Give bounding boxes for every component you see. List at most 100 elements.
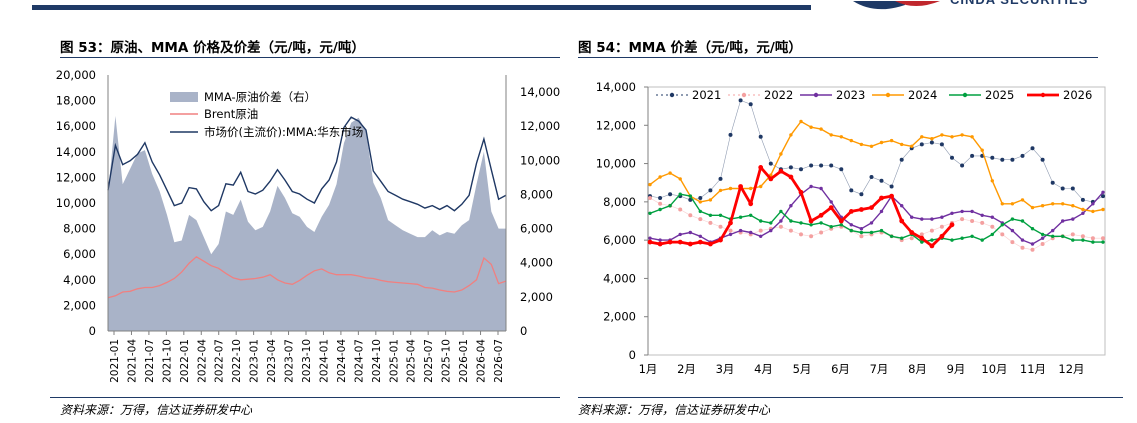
x-tick-label: 7月 xyxy=(870,362,889,376)
series-point-2024 xyxy=(829,133,833,137)
series-point-2026 xyxy=(909,230,915,235)
series-point-2024 xyxy=(648,182,652,187)
series-point-2021 xyxy=(1030,146,1035,151)
series-point-2025 xyxy=(648,211,652,215)
series-point-2023 xyxy=(1091,202,1095,206)
x-tick-label: 10月 xyxy=(981,362,1007,376)
series-point-2021 xyxy=(919,142,924,147)
series-point-2024 xyxy=(960,133,964,137)
series-point-2025 xyxy=(819,221,823,225)
series-point-2026 xyxy=(889,193,894,199)
series-point-2025 xyxy=(839,223,843,227)
series-point-2025 xyxy=(829,225,833,229)
series-point-2022 xyxy=(909,236,914,241)
series-point-2026 xyxy=(869,205,874,211)
series-point-2025 xyxy=(1030,227,1035,231)
series-point-2023 xyxy=(920,217,924,221)
series-point-2022 xyxy=(718,224,723,229)
series-line-2022 xyxy=(649,197,1103,251)
left-y-tick-label: 0 xyxy=(89,324,96,338)
series-point-2023 xyxy=(1071,217,1075,221)
series-point-2026 xyxy=(949,222,955,228)
series-point-2023 xyxy=(900,204,904,208)
series-point-2025 xyxy=(759,219,763,223)
series-point-2025 xyxy=(1071,238,1075,242)
right-y-tick-label: 6,000 xyxy=(520,222,553,236)
series-point-2025 xyxy=(930,238,934,242)
x-tick-label: 2022-10 xyxy=(231,339,243,383)
x-tick-label: 2025-07 xyxy=(423,339,435,383)
series-point-2026 xyxy=(818,212,824,218)
series-point-2023 xyxy=(950,211,954,215)
series-point-2025 xyxy=(668,204,672,208)
series-point-2024 xyxy=(799,119,803,124)
series-point-2024 xyxy=(728,186,733,191)
legend-label-spread: MMA-原油价差（右） xyxy=(204,90,316,104)
legend-label-2025: 2025 xyxy=(985,88,1014,102)
series-point-2022 xyxy=(728,228,733,233)
series-point-2021 xyxy=(748,102,753,107)
x-tick-label: 2021-07 xyxy=(144,339,156,383)
series-point-2022 xyxy=(919,232,924,237)
series-point-2023 xyxy=(960,209,964,214)
legend-swatch-spread xyxy=(170,92,198,102)
left-y-tick-label: 16,000 xyxy=(56,119,96,133)
series-point-2021 xyxy=(1010,157,1015,162)
series-point-2024 xyxy=(849,138,853,143)
series-point-2021 xyxy=(768,161,773,166)
series-point-2021 xyxy=(658,196,663,200)
series-point-2022 xyxy=(688,213,693,218)
series-point-2025 xyxy=(990,232,994,237)
right-y-tick-label: 0 xyxy=(520,324,527,338)
left-y-tick-label: 4,000 xyxy=(63,273,96,287)
x-tick-label: 2025-10 xyxy=(441,339,453,383)
series-point-2021 xyxy=(1040,157,1045,162)
series-point-2023 xyxy=(829,200,833,204)
series-point-2023 xyxy=(809,184,813,189)
series-point-2024 xyxy=(920,135,924,139)
series-point-2025 xyxy=(879,228,884,233)
x-tick-label: 2023-01 xyxy=(249,339,261,383)
right-source-rule xyxy=(578,397,1123,398)
series-point-2026 xyxy=(768,176,774,182)
y-tick-label: 0 xyxy=(629,348,636,362)
series-point-2021 xyxy=(1101,194,1105,199)
series-point-2023 xyxy=(940,215,944,219)
series-point-2022 xyxy=(819,230,824,235)
series-point-2025 xyxy=(970,234,974,238)
header-bar xyxy=(32,5,811,10)
series-point-2026 xyxy=(697,239,703,245)
series-point-2025 xyxy=(859,230,864,235)
series-point-2021 xyxy=(738,98,743,103)
series-point-2023 xyxy=(728,232,733,237)
x-tick-label: 5月 xyxy=(793,362,812,376)
series-point-2025 xyxy=(1010,217,1015,221)
series-point-2024 xyxy=(1071,204,1075,208)
series-line-mma xyxy=(107,116,507,212)
x-tick-label: 2026-01 xyxy=(458,339,470,383)
series-point-2024 xyxy=(1081,207,1085,212)
series-point-2021 xyxy=(929,140,934,145)
series-point-2026 xyxy=(708,241,713,247)
series-point-2024 xyxy=(678,177,682,181)
series-point-2026 xyxy=(758,165,764,170)
right-y-tick-label: 10,000 xyxy=(520,153,560,167)
series-point-2021 xyxy=(698,196,703,200)
series-point-2026 xyxy=(929,243,935,249)
series-point-2022 xyxy=(859,234,864,239)
series-point-2024 xyxy=(789,133,793,137)
left-chart-svg: 0 2,000 4,000 6,000 8,000 10,000 12,000 14,000 1… xyxy=(56,68,561,383)
series-point-2022 xyxy=(708,220,713,225)
left-source-rule xyxy=(50,397,560,398)
series-point-2021 xyxy=(950,155,954,160)
series-point-2023 xyxy=(738,228,743,233)
series-point-2026 xyxy=(848,209,854,214)
series-point-2026 xyxy=(879,195,884,201)
series-point-2022 xyxy=(648,196,652,200)
y-tick-label: 12,000 xyxy=(596,118,636,132)
series-point-2022 xyxy=(809,234,814,239)
series-point-2024 xyxy=(879,140,884,145)
series-line-2024 xyxy=(649,120,1104,213)
series-point-2022 xyxy=(1020,245,1025,250)
series-point-2022 xyxy=(698,217,703,222)
